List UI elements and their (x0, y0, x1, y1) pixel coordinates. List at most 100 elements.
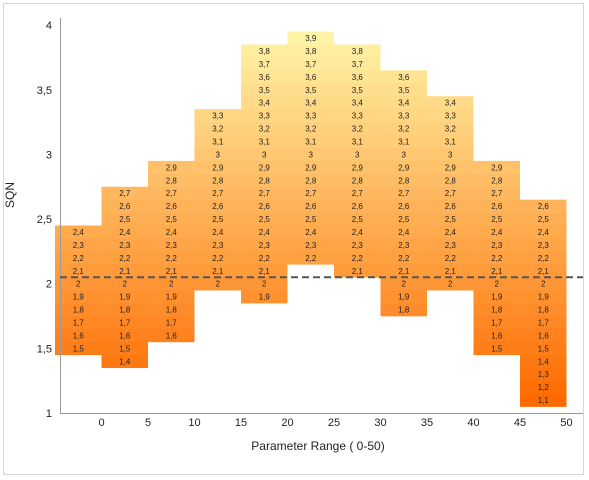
value-cell (334, 173, 381, 188)
value-cell (101, 290, 148, 304)
cell-label: 2,3 (166, 241, 178, 250)
cell-label: 2,8 (305, 176, 317, 185)
value-cell (287, 186, 334, 200)
value-cell (194, 135, 241, 149)
value-cell (380, 186, 427, 200)
cell-label: 3,1 (305, 137, 317, 146)
value-cell (194, 251, 241, 265)
cell-label: 2,6 (305, 202, 317, 211)
cell-label: 1,6 (119, 331, 131, 340)
value-cell (194, 186, 241, 200)
value-cell (194, 277, 241, 291)
value-cell (148, 316, 195, 330)
value-cell (380, 135, 427, 149)
cell-label: 2,6 (259, 202, 271, 211)
value-cell (334, 186, 381, 200)
cell-label: 2,5 (398, 215, 410, 224)
value-cell (473, 303, 520, 317)
value-cell (101, 316, 148, 330)
y-tick-label: 1,5 (37, 343, 52, 355)
value-cell (148, 173, 195, 188)
value-cell (194, 122, 241, 136)
value-cell (194, 160, 241, 175)
cell-label: 2,9 (166, 163, 178, 172)
cell-label: 3,2 (259, 125, 271, 134)
cell-label: 3 (216, 150, 221, 159)
cell-label: 3,5 (259, 86, 271, 95)
value-cell (427, 96, 474, 110)
cell-label: 3,2 (445, 125, 457, 134)
value-cell (148, 199, 195, 213)
value-cell (427, 173, 474, 188)
value-cell (55, 316, 102, 330)
cell-label: 3,6 (352, 73, 364, 82)
x-axis-title: Parameter Range ( 0-50) (251, 439, 384, 453)
y-axis-title: SQN (3, 182, 17, 208)
value-cell (287, 44, 334, 58)
cell-label: 2,7 (119, 189, 131, 198)
value-cell (287, 70, 334, 84)
cell-label: 1,9 (259, 293, 271, 302)
y-tick-label: 1 (46, 408, 52, 420)
cell-label: 3,4 (398, 99, 410, 108)
cell-label: 3,1 (259, 137, 271, 146)
cell-label: 1,1 (538, 396, 550, 405)
cell-label: 2,9 (445, 163, 457, 172)
cell-label: 2,8 (352, 176, 364, 185)
value-cell (241, 290, 288, 304)
value-cell (520, 354, 567, 369)
value-cell (427, 212, 474, 226)
value-cell (473, 160, 520, 175)
cell-label: 3 (262, 150, 267, 159)
value-cell (473, 238, 520, 252)
cell-label: 3,4 (445, 99, 457, 108)
value-cell (427, 264, 474, 278)
column: 2,6 2,5 2,4 2,3 2,2 2,1 2 1,9 1,8 1,7 1,6 1,5 1,4 1,3… (520, 199, 567, 407)
cell-label: 3,2 (212, 125, 224, 134)
value-cell (520, 316, 567, 330)
x-tick-label: 10 (188, 417, 200, 429)
value-cell (148, 290, 195, 304)
value-cell (380, 290, 427, 304)
value-cell (55, 303, 102, 317)
cell-label: 3,7 (259, 60, 271, 69)
cell-label: 2,1 (166, 267, 178, 276)
cell-label: 2 (76, 280, 81, 289)
x-axis-ticks: 0 5 10 15 20 25 30 35 40 45 50 (98, 417, 572, 429)
value-cell (241, 173, 288, 188)
value-cell (380, 83, 427, 97)
cell-label: 3,1 (212, 137, 224, 146)
y-tick-label: 2,5 (37, 214, 52, 226)
value-cell (520, 212, 567, 226)
cell-label: 2,7 (491, 189, 503, 198)
value-cell (334, 251, 381, 265)
value-cell (427, 199, 474, 213)
value-cell (241, 238, 288, 252)
cell-label: 3,3 (398, 112, 410, 121)
cell-label: 2,2 (73, 254, 85, 263)
value-cell (380, 160, 427, 175)
value-cell (380, 109, 427, 123)
value-cell (148, 328, 195, 343)
value-cell (287, 96, 334, 110)
value-cell (380, 199, 427, 213)
cell-label: 2 (216, 280, 221, 289)
value-cell (241, 277, 288, 291)
cell-label: 1,5 (119, 344, 131, 353)
cell-label: 2,3 (491, 241, 503, 250)
y-axis-ticks: 1 1,5 2 2,5 3 3,5 4 (37, 20, 52, 420)
cell-label: 2,2 (212, 254, 224, 263)
cell-label: 1,9 (119, 293, 131, 302)
cell-label: 1,6 (538, 331, 550, 340)
value-cell (520, 328, 567, 343)
value-cell (473, 186, 520, 200)
cell-label: 2 (262, 280, 267, 289)
cell-label: 2 (541, 280, 546, 289)
cell-label: 2,8 (166, 176, 178, 185)
cell-label: 2,4 (398, 228, 410, 237)
value-cell (427, 251, 474, 265)
cell-label: 3,7 (352, 60, 364, 69)
cell-label: 2,9 (398, 163, 410, 172)
value-cell (334, 160, 381, 175)
